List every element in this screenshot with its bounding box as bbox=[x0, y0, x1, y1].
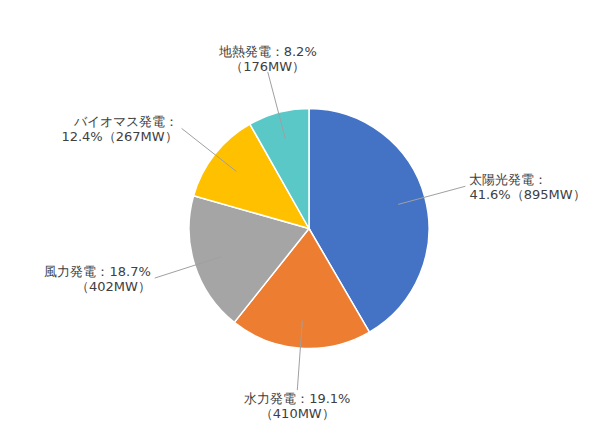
svg-text:水力発電：19.1%（410MW）: 水力発電：19.1%（410MW） bbox=[244, 391, 350, 421]
svg-text:バイオマス発電：12.4%（267MW）: バイオマス発電：12.4%（267MW） bbox=[61, 113, 177, 143]
svg-text:風力発電：18.7%（402MW）: 風力発電：18.7%（402MW） bbox=[44, 263, 150, 293]
svg-text:地熱発電：8.2%（176MW）: 地熱発電：8.2%（176MW） bbox=[218, 43, 317, 73]
svg-text:太陽光発電：41.6%（895MW）: 太陽光発電：41.6%（895MW） bbox=[469, 171, 585, 201]
